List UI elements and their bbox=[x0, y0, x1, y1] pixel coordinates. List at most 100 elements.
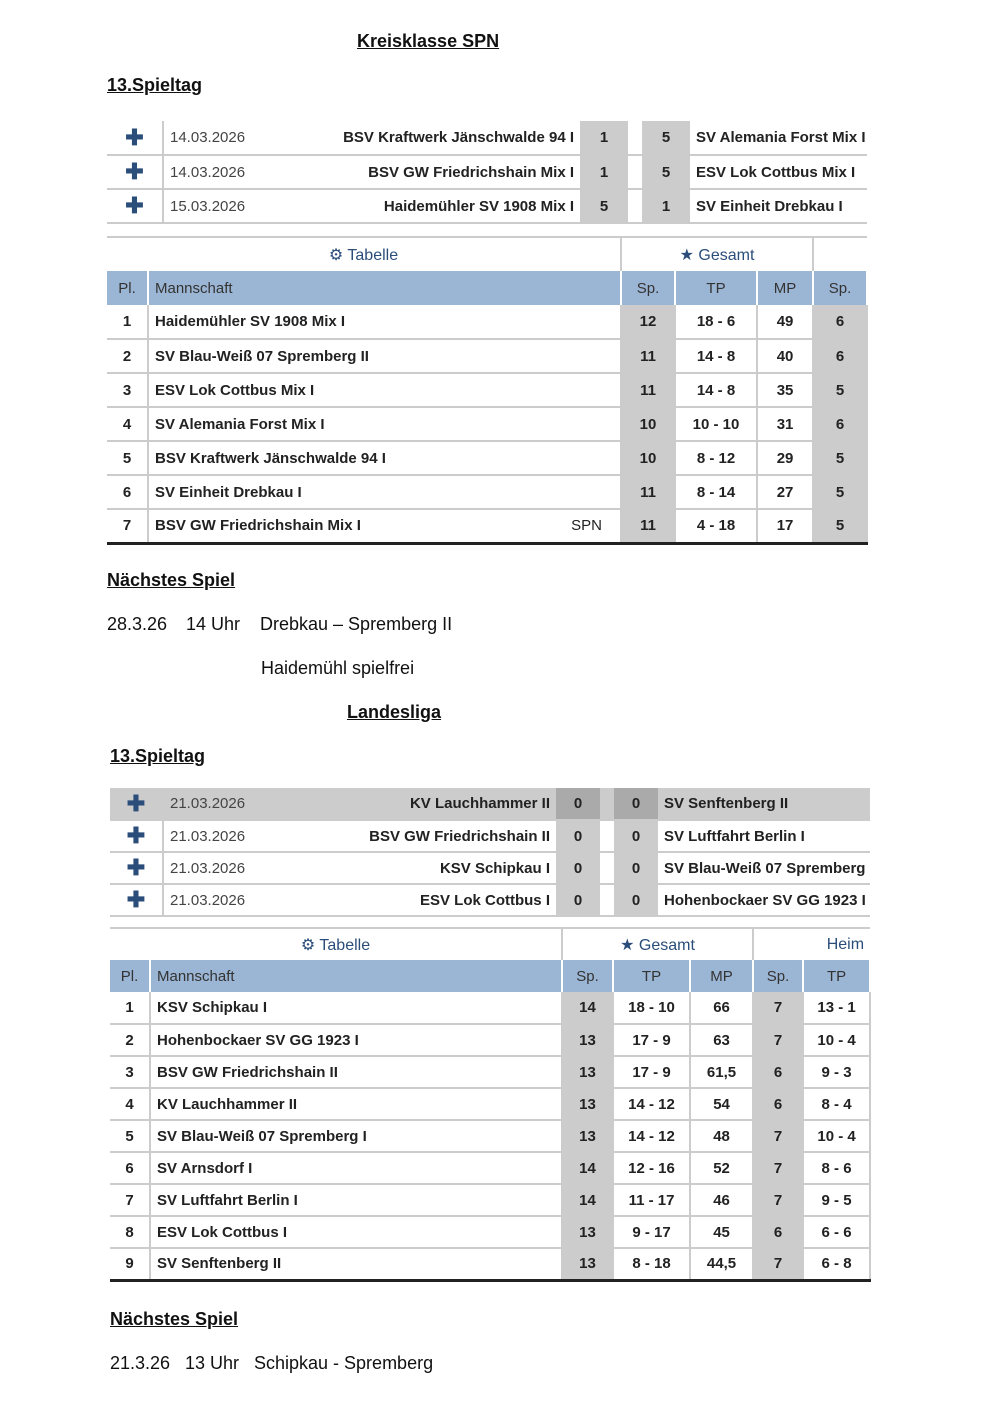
home-table-points: 8 - 4 bbox=[803, 1088, 872, 1121]
match-date: 14.03.2026 bbox=[163, 155, 263, 190]
column-header[interactable]: Pl. bbox=[107, 271, 149, 305]
place: 2 bbox=[110, 1024, 151, 1057]
team-cell: Haidemühler SV 1908 Mix I bbox=[148, 305, 623, 340]
team-name: ESV Lok Cottbus I bbox=[157, 1223, 288, 1241]
away-team: SV Alemania Forst Mix I bbox=[690, 121, 867, 156]
home-games: 5 bbox=[813, 475, 869, 510]
column-header[interactable]: Sp. bbox=[813, 271, 869, 305]
team-name: BSV GW Friedrichshain Mix I bbox=[155, 517, 361, 535]
games: 14 bbox=[562, 1184, 615, 1217]
home-score: 1 bbox=[580, 121, 628, 156]
match-row: ✚ 14.03.2026 BSV Kraftwerk Jänschwalde 94 … bbox=[107, 121, 867, 156]
table-points: 14 - 8 bbox=[675, 373, 759, 408]
away-score: 5 bbox=[642, 155, 690, 190]
home-games: 7 bbox=[753, 1248, 805, 1282]
table-points: 9 - 17 bbox=[613, 1216, 692, 1249]
away-score: 0 bbox=[614, 852, 658, 885]
gesamt-tab[interactable]: ★ Gesamt bbox=[621, 236, 815, 271]
column-header[interactable]: MP bbox=[690, 960, 755, 992]
games: 10 bbox=[621, 407, 677, 442]
team-cell: SV Blau-Weiß 07 Spremberg II bbox=[148, 339, 623, 374]
standings-row: 3 ESV Lok Cottbus Mix I 11 14 - 8 35 5 bbox=[107, 373, 869, 408]
home-table-points: 6 - 6 bbox=[803, 1216, 872, 1249]
match-points: 61,5 bbox=[690, 1056, 755, 1089]
home-table-points: 10 - 4 bbox=[803, 1120, 872, 1153]
team-name: BSV Kraftwerk Jänschwalde 94 I bbox=[155, 449, 386, 467]
home-games: 6 bbox=[753, 1216, 805, 1249]
home-games: 7 bbox=[753, 1024, 805, 1057]
column-header[interactable]: TP bbox=[803, 960, 872, 992]
standings-row: 7 SV Luftfahrt Berlin I 14 11 - 17 46 7 9 - 5 bbox=[110, 1184, 872, 1217]
team-cell: SV Arnsdorf I bbox=[150, 1152, 564, 1185]
column-header[interactable]: Pl. bbox=[110, 960, 151, 992]
column-header[interactable]: Sp. bbox=[753, 960, 805, 992]
home-team: BSV GW Friedrichshain Mix I bbox=[263, 155, 580, 190]
away-score: 5 bbox=[642, 121, 690, 156]
team-name: SV Senftenberg II bbox=[157, 1255, 282, 1273]
match-date: 14.03.2026 bbox=[163, 121, 263, 156]
standings-row: 5 SV Blau-Weiß 07 Spremberg I 13 14 - 12 48 7… bbox=[110, 1120, 872, 1153]
team-name: KV Lauchhammer II bbox=[157, 1095, 298, 1113]
home-team: ESV Lok Cottbus I bbox=[263, 884, 556, 917]
match-row: ✚ 21.03.2026 KV Lauchhammer II 0 0 SV Senften… bbox=[110, 788, 870, 821]
column-header[interactable]: TP bbox=[613, 960, 692, 992]
column-header[interactable]: Sp. bbox=[562, 960, 615, 992]
home-score: 0 bbox=[556, 820, 600, 853]
tabelle-text: Tabelle bbox=[347, 246, 399, 264]
team-cell: SV Einheit Drebkau I bbox=[148, 475, 623, 510]
match-date: 21.03.2026 bbox=[163, 884, 263, 917]
games: 11 bbox=[621, 339, 677, 374]
team-cell: Hohenbockaer SV GG 1923 I bbox=[150, 1024, 564, 1057]
team-cell: KV Lauchhammer II bbox=[150, 1088, 564, 1121]
away-team: ESV Lok Cottbus Mix I bbox=[690, 155, 867, 190]
expand-plus-icon[interactable]: ✚ bbox=[110, 884, 164, 917]
team-name: SV Einheit Drebkau I bbox=[155, 483, 302, 501]
team-cell: SV Alemania Forst Mix I bbox=[148, 407, 623, 442]
tabelle-label: ⚙ Tabelle bbox=[110, 927, 564, 960]
match-points: 17 bbox=[757, 509, 815, 545]
expand-plus-icon[interactable]: ✚ bbox=[107, 189, 164, 224]
place: 9 bbox=[110, 1248, 151, 1282]
home-games: 6 bbox=[813, 339, 869, 374]
match-date: 21.03.2026 bbox=[163, 852, 263, 885]
home-games: 5 bbox=[813, 373, 869, 408]
heim-tab bbox=[813, 236, 868, 271]
expand-plus-icon[interactable]: ✚ bbox=[110, 820, 164, 853]
expand-plus-icon[interactable]: ✚ bbox=[110, 852, 164, 885]
kreisklasse-matches: ✚ 14.03.2026 BSV Kraftwerk Jänschwalde 94 … bbox=[107, 121, 867, 224]
column-header[interactable]: TP bbox=[675, 271, 759, 305]
gesamt-tab[interactable]: ★ Gesamt bbox=[562, 927, 755, 960]
home-score: 1 bbox=[580, 155, 628, 190]
kreisklasse-next-time: 14 Uhr bbox=[186, 614, 241, 634]
expand-plus-icon[interactable]: ✚ bbox=[107, 155, 164, 190]
standings-row: 2 SV Blau-Weiß 07 Spremberg II 11 14 - 8 40 6 bbox=[107, 339, 869, 374]
column-header[interactable]: Mannschaft bbox=[148, 271, 623, 305]
kreisklasse-next-date: 28.3.26 bbox=[107, 614, 168, 634]
team-name: Hohenbockaer SV GG 1923 I bbox=[157, 1031, 359, 1049]
landesliga-title: Landesliga bbox=[347, 702, 442, 722]
expand-plus-icon[interactable]: ✚ bbox=[107, 121, 164, 156]
away-score: 1 bbox=[642, 189, 690, 224]
team-cell: ESV Lok Cottbus I bbox=[150, 1216, 564, 1249]
team-name: SV Blau-Weiß 07 Spremberg II bbox=[155, 347, 369, 365]
match-date: 21.03.2026 bbox=[163, 788, 263, 821]
home-table-points: 6 - 8 bbox=[803, 1248, 872, 1282]
table-points: 10 - 10 bbox=[675, 407, 759, 442]
expand-plus-icon[interactable]: ✚ bbox=[110, 788, 164, 821]
column-header[interactable]: Sp. bbox=[621, 271, 677, 305]
team-name: SV Blau-Weiß 07 Spremberg I bbox=[157, 1127, 367, 1145]
table-points: 8 - 14 bbox=[675, 475, 759, 510]
table-points: 8 - 18 bbox=[613, 1248, 692, 1282]
landesliga-round: 13.Spieltag bbox=[110, 746, 206, 766]
standings-row: 1 Haidemühler SV 1908 Mix I 12 18 - 6 49 6 bbox=[107, 305, 869, 340]
column-header[interactable]: Mannschaft bbox=[150, 960, 564, 992]
table-points: 11 - 17 bbox=[613, 1184, 692, 1217]
home-team: KV Lauchhammer II bbox=[263, 788, 556, 821]
standings-row: 1 KSV Schipkau I 14 18 - 10 66 7 13 - 1 bbox=[110, 992, 872, 1025]
column-header[interactable]: MP bbox=[757, 271, 815, 305]
heim-tab[interactable]: Heim bbox=[753, 927, 871, 960]
match-points: 63 bbox=[690, 1024, 755, 1057]
landesliga-next-date: 21.3.26 bbox=[110, 1353, 171, 1373]
